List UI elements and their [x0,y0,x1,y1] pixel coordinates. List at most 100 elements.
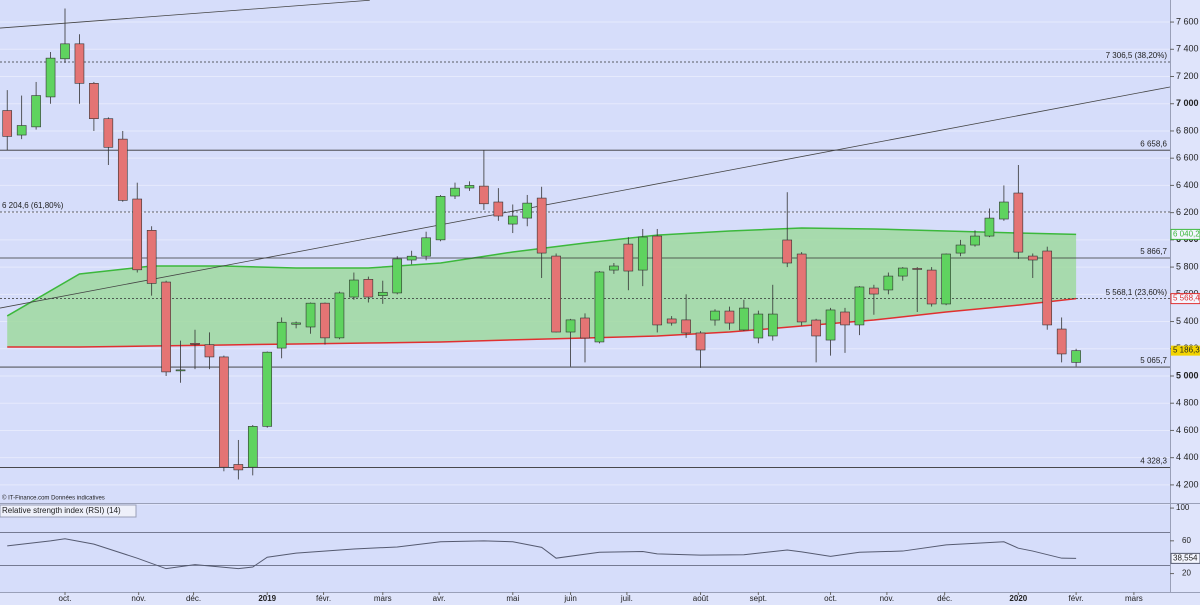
x-tick-label: mai [506,594,519,603]
candle-body [594,271,605,343]
ma-last-label: 5 568,4 [1173,294,1200,303]
candle-body [767,313,778,337]
candle-body [912,268,923,270]
moving-average [7,297,1077,348]
candle-body [392,258,403,294]
candle-body [753,313,764,339]
candle-body [1013,192,1024,253]
candle-body [103,118,114,148]
candle-body [60,43,70,60]
y-tick-label: 4 400 [1176,452,1199,462]
candle-body [377,291,388,296]
x-tick-label: 2019 [258,594,276,603]
candle-body [305,302,316,328]
candle-body [45,57,56,98]
candle-body [421,237,431,257]
candle-body [219,356,229,468]
x-tick-label: sept. [750,594,767,603]
candle-body [464,185,475,189]
x-tick-label: avr. [433,594,446,603]
rsi-last-label: 38,554 [1173,553,1198,562]
candle-body [31,95,41,128]
candle-body [551,255,561,333]
last-price-label: 5 186,3 [1173,346,1200,355]
candle-body [204,344,215,358]
candle-body [869,287,879,295]
candle-body [609,265,619,271]
candle-body [1042,250,1053,326]
trend-line [0,0,370,29]
candle-body [262,351,273,427]
candle-body [970,235,980,246]
level-label: 4 328,3 [1140,457,1167,466]
y-tick-label: 7 600 [1176,16,1199,26]
candle-body [854,286,865,326]
candle-body [565,319,576,333]
candle-body [825,309,836,341]
candle-body [1027,255,1038,261]
candle-body [334,292,345,339]
candle-body [132,198,143,271]
y-tick-label: 5 400 [1176,316,1199,326]
candle-body [1056,328,1067,355]
x-tick-label: mars [1125,594,1143,603]
level-label: 5 568,1 (23,60%) [1106,288,1168,297]
candle-body [479,185,489,205]
x-tick-label: oct. [59,594,72,603]
y-tick-label: 4 600 [1176,425,1199,435]
candle-body [161,281,171,373]
source-note: © IT-Finance.com Données indicatives [2,495,105,502]
y-tick-label: 5 000 [1176,370,1199,380]
candle-body [637,236,648,271]
candle-body [681,319,691,334]
candle-body [522,202,533,219]
trend-line [0,86,1171,309]
x-tick-label: déc. [186,594,201,603]
candle-body [74,43,85,84]
y-tick-label: 5 800 [1176,261,1199,271]
candle-body [840,311,850,326]
candle-body [695,332,706,351]
rsi-line [7,538,1077,570]
candle-body [406,255,417,261]
level-label: 6 658,6 [1140,139,1167,148]
candle-body [710,310,720,321]
ma-last-label: 6 040,2 [1173,229,1200,238]
candle-body [276,321,287,349]
moving-average [6,227,1077,317]
x-tick-label: nov. [131,594,146,603]
x-tick-label: 2020 [1009,594,1027,603]
ma-last-box [1170,228,1200,240]
candle-body [782,239,793,264]
candle-body [1071,350,1081,363]
level-label: 5 866,7 [1140,247,1167,256]
candle-body [999,201,1009,220]
y-tick-label: 4 800 [1176,398,1199,408]
x-tick-label: mars [374,594,392,603]
last-price-box [1171,345,1200,356]
candle-body [247,426,258,468]
rsi-y-tick-label: 100 [1176,503,1190,512]
level-label: 5 065,7 [1140,356,1167,365]
y-tick-label: 7 200 [1176,71,1199,81]
rsi-last-box [1170,552,1200,564]
level-label: 7 306,5 (38,20%) [1106,51,1168,60]
candle-body [233,464,244,471]
candle-body [724,310,735,324]
candle-body [897,267,908,277]
candle-body [507,215,518,225]
candle-body [89,83,99,120]
y-tick-label: 7 000 [1176,98,1199,108]
rsi-title-box [0,504,137,518]
candle-body [363,279,374,298]
candle-body [146,230,157,284]
candle-body [320,302,330,339]
candle-body [623,243,634,272]
rsi-y-tick-label: 20 [1182,569,1191,578]
candle-body [450,187,460,197]
x-tick-label: févr. [316,594,331,603]
candle-body [493,201,504,217]
x-tick-label: août [693,594,709,603]
candle-body [536,197,547,254]
